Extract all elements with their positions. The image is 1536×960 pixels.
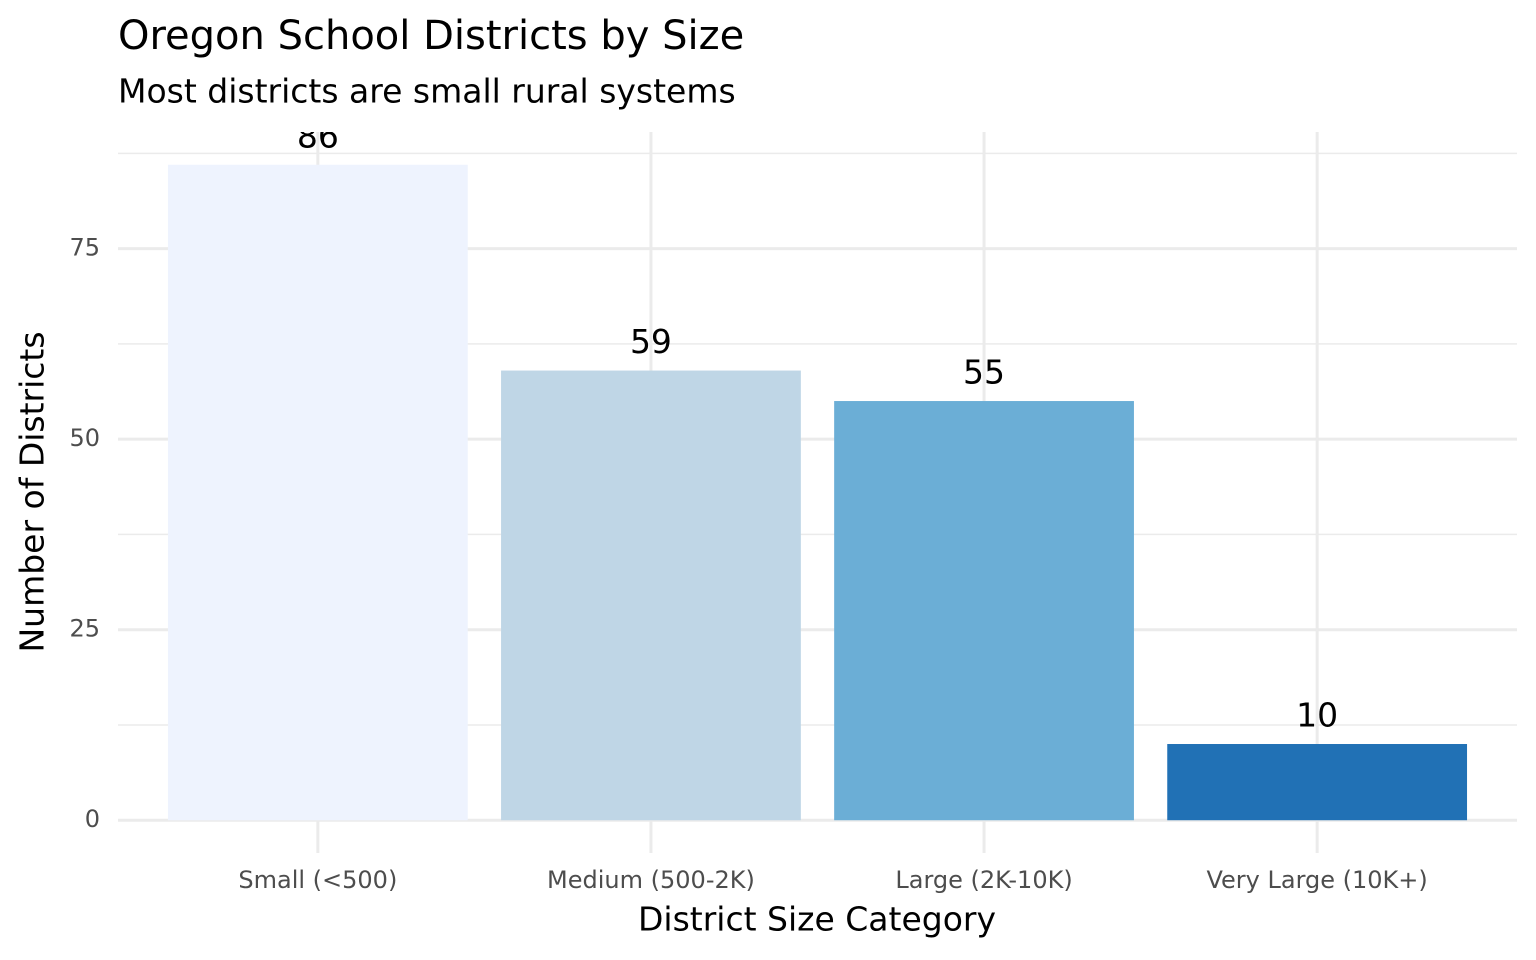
- x-axis-title: District Size Category: [638, 900, 996, 939]
- bar: [501, 370, 801, 821]
- bar: [167, 164, 468, 821]
- plot-area: 86 59 55 10: [167, 116, 1468, 821]
- data-label: 86: [297, 116, 339, 155]
- x-tick-label: Small (<500): [238, 866, 397, 894]
- data-label: 55: [963, 353, 1005, 392]
- x-tick-label: Very Large (10K+): [1206, 866, 1427, 894]
- y-axis-title: Number of Districts: [13, 331, 52, 652]
- data-label: 59: [630, 322, 672, 361]
- x-tick-label: Medium (500-2K): [547, 866, 755, 894]
- y-tick-label: 75: [69, 234, 100, 262]
- data-label: 10: [1296, 696, 1338, 735]
- chart-title: Oregon School Districts by Size: [118, 13, 744, 59]
- y-tick-label: 25: [69, 615, 100, 643]
- y-tick-label: 0: [85, 805, 100, 833]
- bar: [834, 401, 1134, 821]
- y-tick-label: 50: [69, 424, 100, 452]
- x-tick-label: Large (2K-10K): [895, 866, 1072, 894]
- chart-subtitle: Most districts are small rural systems: [118, 72, 736, 111]
- bar: [1167, 744, 1468, 821]
